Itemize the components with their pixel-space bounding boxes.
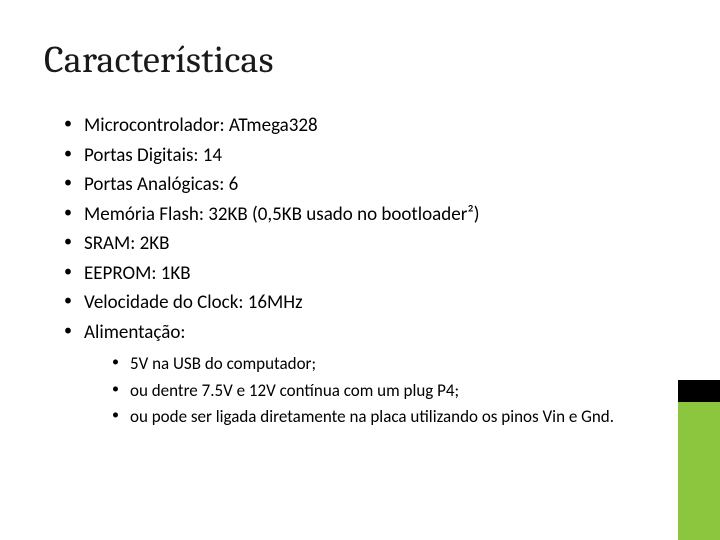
list-item: Velocidade do Clock: 16MHz	[60, 289, 664, 317]
sub-list-item: ou pode ser ligada diretamente na placa …	[108, 405, 664, 429]
sub-list-item: 5V na USB do computador;	[108, 352, 664, 376]
list-item-text: Memória Flash: 32KB (0,5KB usado no boot…	[84, 203, 479, 226]
list-item-text: SRAM: 2KB	[84, 232, 170, 255]
sub-list-item: ou dentre 7.5V e 12V contínua com um plu…	[108, 379, 664, 403]
sub-list-item-text: 5V na USB do computador;	[130, 353, 316, 374]
list-item-text: Portas Analógicas: 6	[84, 173, 238, 196]
sub-list-item-text: ou dentre 7.5V e 12V contínua com um plu…	[130, 380, 459, 401]
bullet-list: Microcontrolador: ATmega328 Portas Digit…	[44, 112, 664, 429]
list-item: Portas Digitais: 14	[60, 142, 664, 170]
accent-bar-green	[678, 402, 720, 540]
list-item: Memória Flash: 32KB (0,5KB usado no boot…	[60, 201, 664, 229]
page-title: Características	[44, 38, 664, 82]
accent-bar-dark	[678, 380, 720, 402]
slide: Características Microcontrolador: ATmega…	[0, 0, 720, 540]
accent-bar	[678, 380, 720, 540]
list-item: EEPROM: 1KB	[60, 260, 664, 288]
list-item-text: EEPROM: 1KB	[84, 262, 191, 285]
list-item: SRAM: 2KB	[60, 230, 664, 258]
list-item: Microcontrolador: ATmega328	[60, 112, 664, 140]
list-item-text: Alimentação:	[84, 321, 185, 344]
list-item-text: Velocidade do Clock: 16MHz	[84, 291, 303, 314]
sub-bullet-list: 5V na USB do computador; ou dentre 7.5V …	[84, 352, 664, 428]
list-item-text: Microcontrolador: ATmega328	[84, 114, 318, 137]
list-item: Portas Analógicas: 6	[60, 171, 664, 199]
sub-list-item-text: ou pode ser ligada diretamente na placa …	[130, 406, 614, 427]
list-item-text: Portas Digitais: 14	[84, 144, 222, 167]
list-item: Alimentação: 5V na USB do computador; ou…	[60, 319, 664, 429]
